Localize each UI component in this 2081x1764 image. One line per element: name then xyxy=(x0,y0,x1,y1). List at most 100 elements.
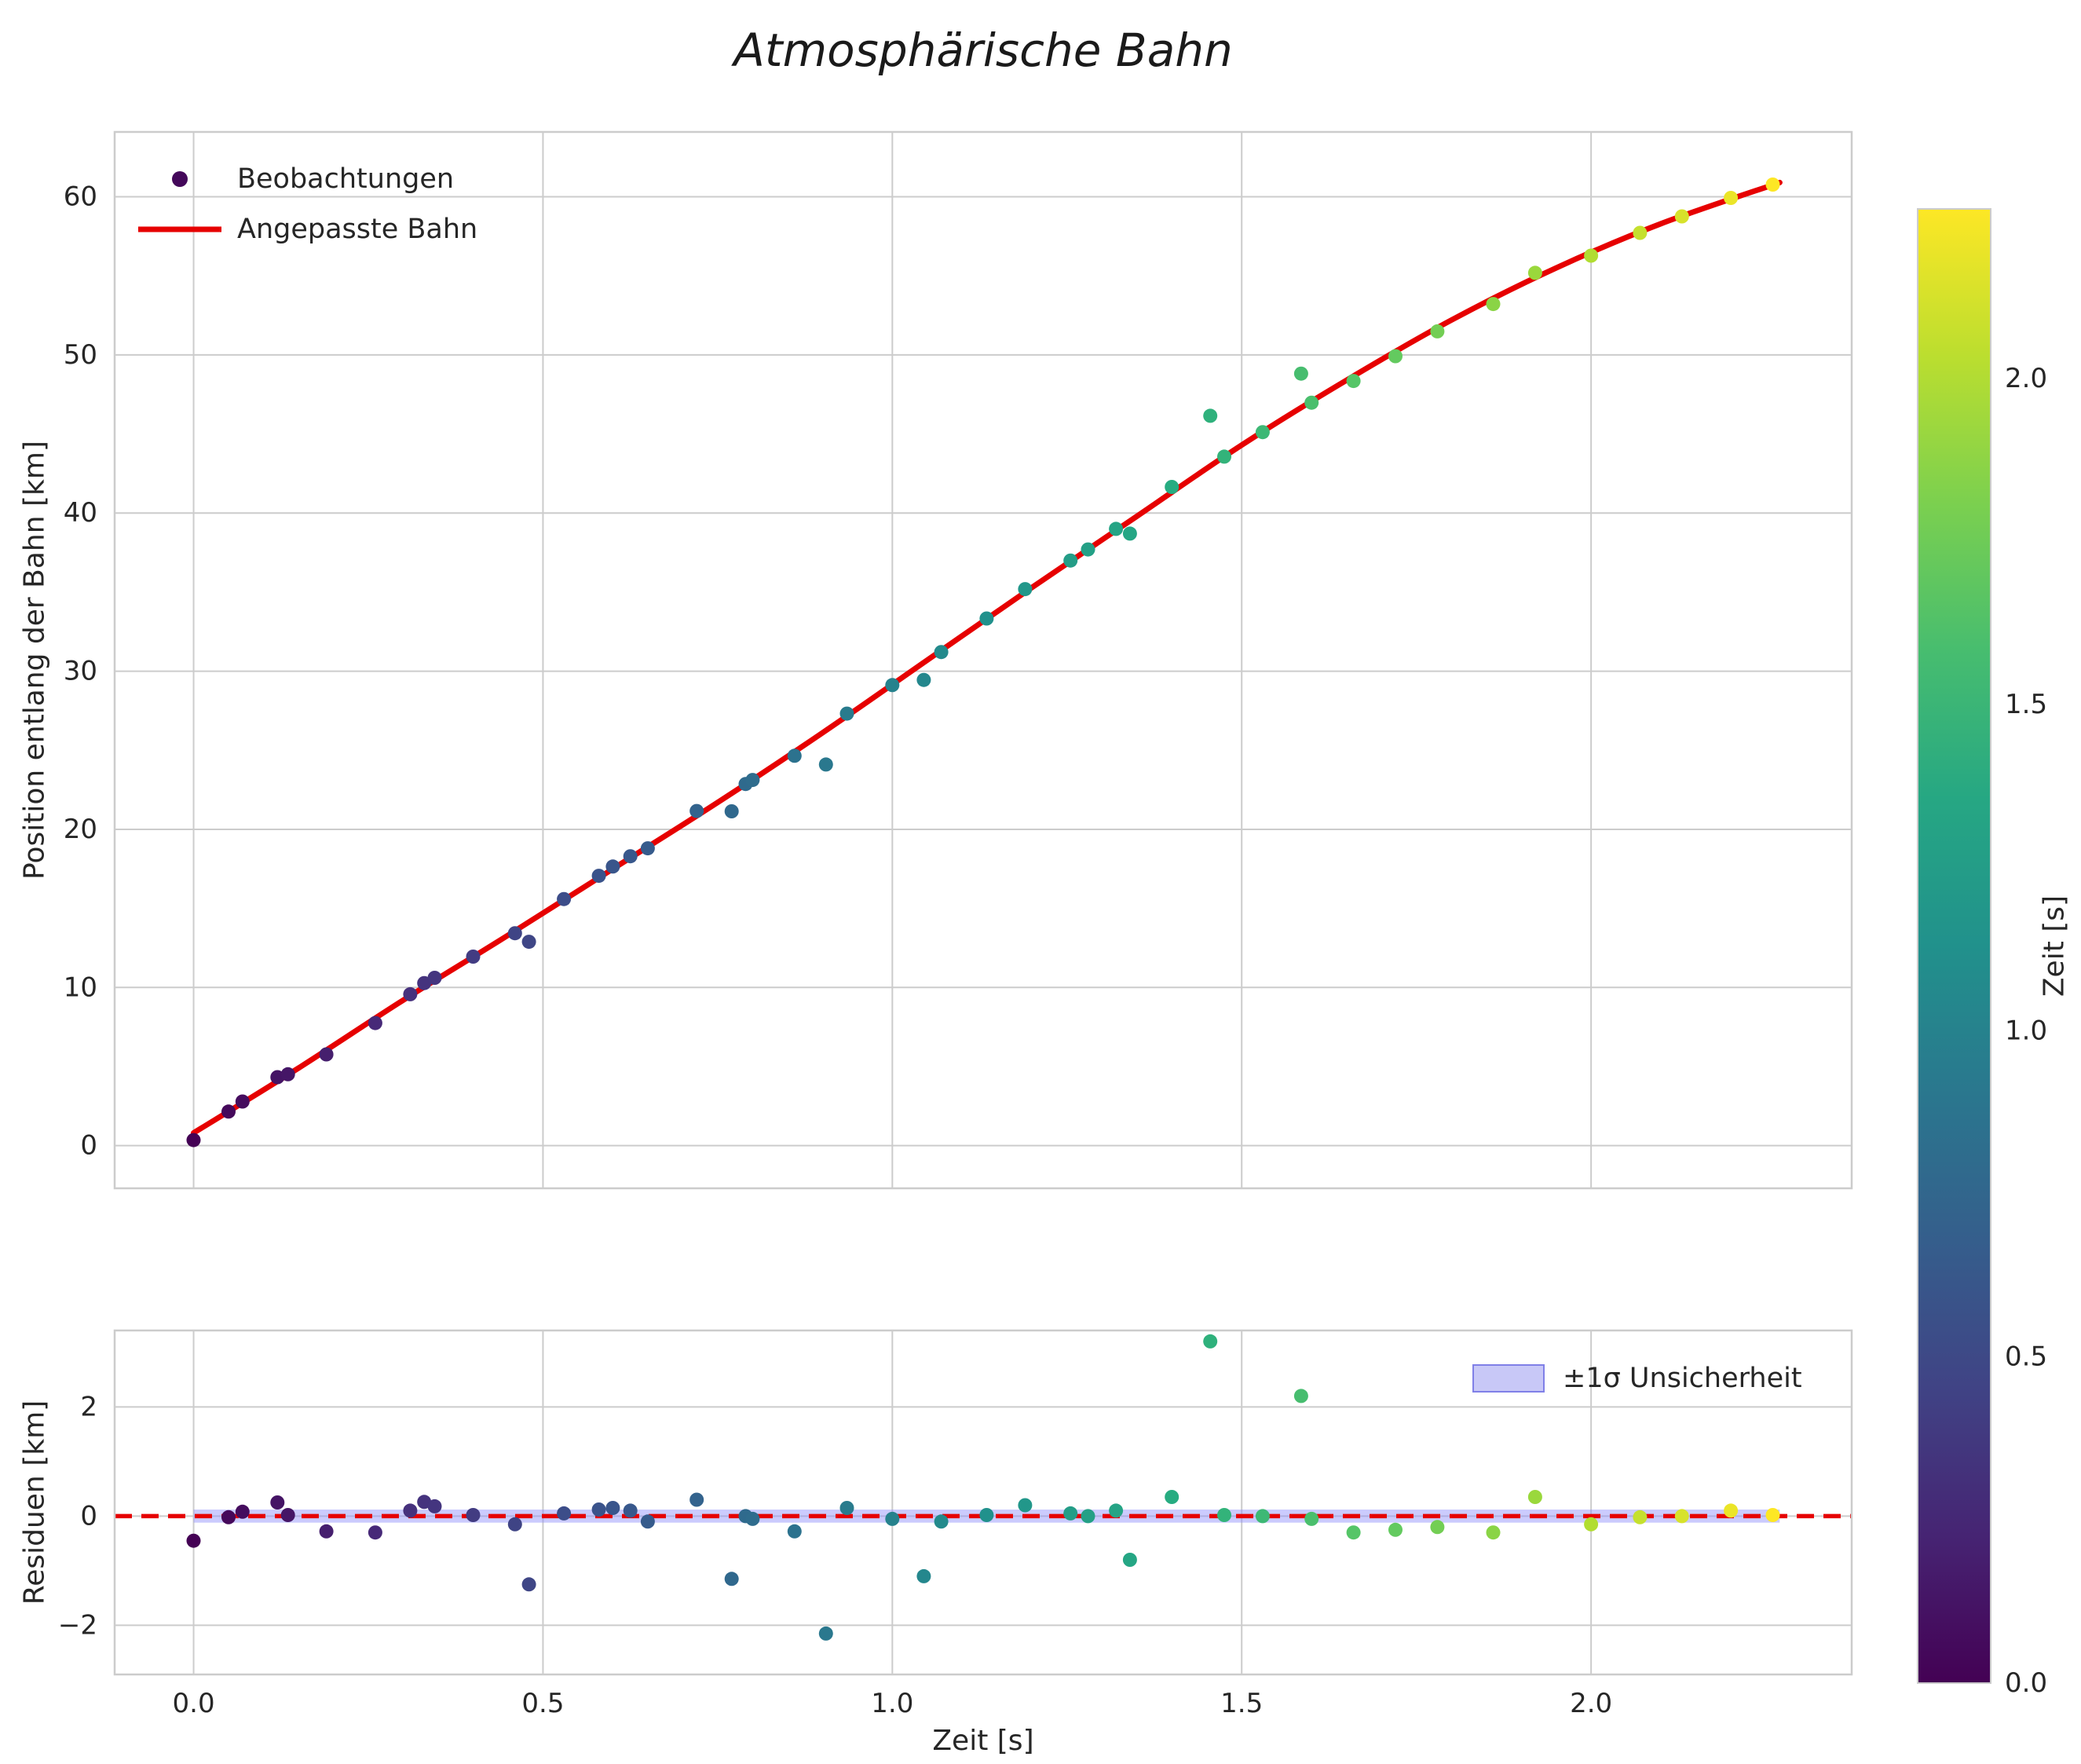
residual-plot: −2 0 2 Residuen [km] 0.0 0.5 1.0 1.5 2.0 Zeit [s]… xyxy=(19,1329,1853,1757)
residual-legend: ±1σ Unsicherheit xyxy=(1472,1363,1802,1394)
observation-point xyxy=(1724,191,1739,205)
colorbar-tick-label: 1.5 xyxy=(2005,689,2047,720)
colorbar: 0.0 0.5 1.0 1.5 2.0 Zeit [s] xyxy=(1917,208,2071,1699)
residual-point xyxy=(368,1525,382,1540)
residual-point xyxy=(270,1495,285,1510)
xtick-label: 2.0 xyxy=(1570,1688,1612,1719)
residual-point xyxy=(1304,1511,1319,1526)
residual-ytick-label: 2 xyxy=(80,1391,97,1422)
observation-point xyxy=(689,803,704,818)
residual-point xyxy=(507,1517,522,1532)
observation-point xyxy=(1527,265,1542,280)
observation-point xyxy=(787,748,802,763)
residual-frame xyxy=(113,1329,1853,1676)
observation-point xyxy=(885,678,900,693)
residual-ytick-label: 0 xyxy=(80,1500,97,1532)
main-ytick-label: 0 xyxy=(80,1130,97,1162)
observation-point xyxy=(1346,374,1361,389)
residual-point xyxy=(1081,1509,1095,1524)
residual-point xyxy=(640,1514,655,1529)
observation-point xyxy=(557,891,572,906)
observation-point xyxy=(427,971,442,985)
residual-point xyxy=(557,1506,572,1521)
residual-point xyxy=(623,1503,638,1518)
observation-point xyxy=(1584,248,1599,263)
residual-point xyxy=(1633,1510,1648,1524)
residual-point xyxy=(591,1502,606,1517)
main-ytick-label: 40 xyxy=(64,497,97,529)
residual-point xyxy=(1165,1490,1179,1504)
colorbar-tick-label: 0.0 xyxy=(2005,1667,2047,1699)
legend-label-fit: Angepasste Bahn xyxy=(237,214,477,245)
residual-point xyxy=(818,1626,833,1641)
residual-point xyxy=(1674,1509,1689,1524)
residual-point xyxy=(1063,1506,1078,1521)
residual-point xyxy=(885,1511,900,1526)
residual-point xyxy=(1527,1490,1542,1504)
residual-point xyxy=(1122,1553,1137,1567)
main-ytick-label: 20 xyxy=(64,814,97,845)
colorbar-tick-label: 0.5 xyxy=(2005,1341,2047,1373)
legend-label-observations: Beobachtungen xyxy=(237,163,454,195)
observation-point xyxy=(1255,425,1270,440)
observation-point xyxy=(724,804,739,818)
residual-point xyxy=(521,1577,536,1592)
residual-point xyxy=(787,1524,802,1539)
observation-point xyxy=(623,849,638,864)
observation-point xyxy=(403,986,418,1001)
residual-point xyxy=(466,1508,481,1522)
residual-point xyxy=(1346,1525,1361,1540)
residual-point xyxy=(1255,1509,1270,1524)
observation-point xyxy=(979,611,994,626)
residual-point xyxy=(745,1511,760,1526)
observation-point xyxy=(745,773,760,788)
observation-point xyxy=(839,706,854,721)
observation-point xyxy=(605,859,620,874)
residual-point xyxy=(1018,1498,1033,1513)
residual-point xyxy=(839,1501,854,1515)
observation-point xyxy=(1633,225,1648,240)
colorbar-tick-label: 1.0 xyxy=(2005,1015,2047,1046)
observation-point xyxy=(1122,526,1137,541)
observation-point xyxy=(916,672,931,687)
observation-point xyxy=(1304,395,1319,410)
observation-point xyxy=(417,975,432,990)
observations-scatter xyxy=(186,177,1780,1147)
residual-point xyxy=(221,1510,236,1524)
colorbar-gradient xyxy=(1917,208,1991,1684)
main-y-axis-label: Position entlang der Bahn [km] xyxy=(19,441,51,880)
observation-point xyxy=(280,1067,295,1081)
main-ytick-label: 10 xyxy=(64,972,97,1003)
residual-point xyxy=(427,1499,442,1513)
observation-point xyxy=(1018,582,1033,597)
observation-point xyxy=(466,950,481,964)
xtick-label: 0.5 xyxy=(521,1688,564,1719)
legend-patch-uncertainty xyxy=(1472,1364,1545,1393)
legend-marker-observations xyxy=(172,171,188,187)
colorbar-label: Zeit [s] xyxy=(2039,895,2071,997)
fitted-curve xyxy=(191,179,1783,1136)
residual-point xyxy=(934,1514,949,1529)
observation-point xyxy=(1217,449,1231,464)
colorbar-tick-label: 2.0 xyxy=(2005,363,2047,394)
observation-point xyxy=(1203,408,1218,423)
observation-point xyxy=(1081,542,1095,557)
observation-point xyxy=(186,1133,201,1147)
residual-point xyxy=(689,1492,704,1507)
observation-point xyxy=(1109,522,1124,536)
observation-point xyxy=(368,1016,382,1030)
residual-point xyxy=(1203,1334,1218,1349)
observation-point xyxy=(507,926,522,941)
observation-point xyxy=(221,1104,236,1119)
residual-point xyxy=(916,1568,931,1583)
observation-point xyxy=(1165,480,1179,494)
xtick-label: 1.0 xyxy=(871,1688,913,1719)
residual-point xyxy=(1584,1517,1599,1532)
xtick-label: 0.0 xyxy=(173,1688,215,1719)
residual-point xyxy=(403,1503,418,1518)
residual-point xyxy=(605,1501,620,1515)
chart-title: Atmosphärische Bahn xyxy=(733,24,1233,77)
residual-point xyxy=(1765,1508,1780,1522)
